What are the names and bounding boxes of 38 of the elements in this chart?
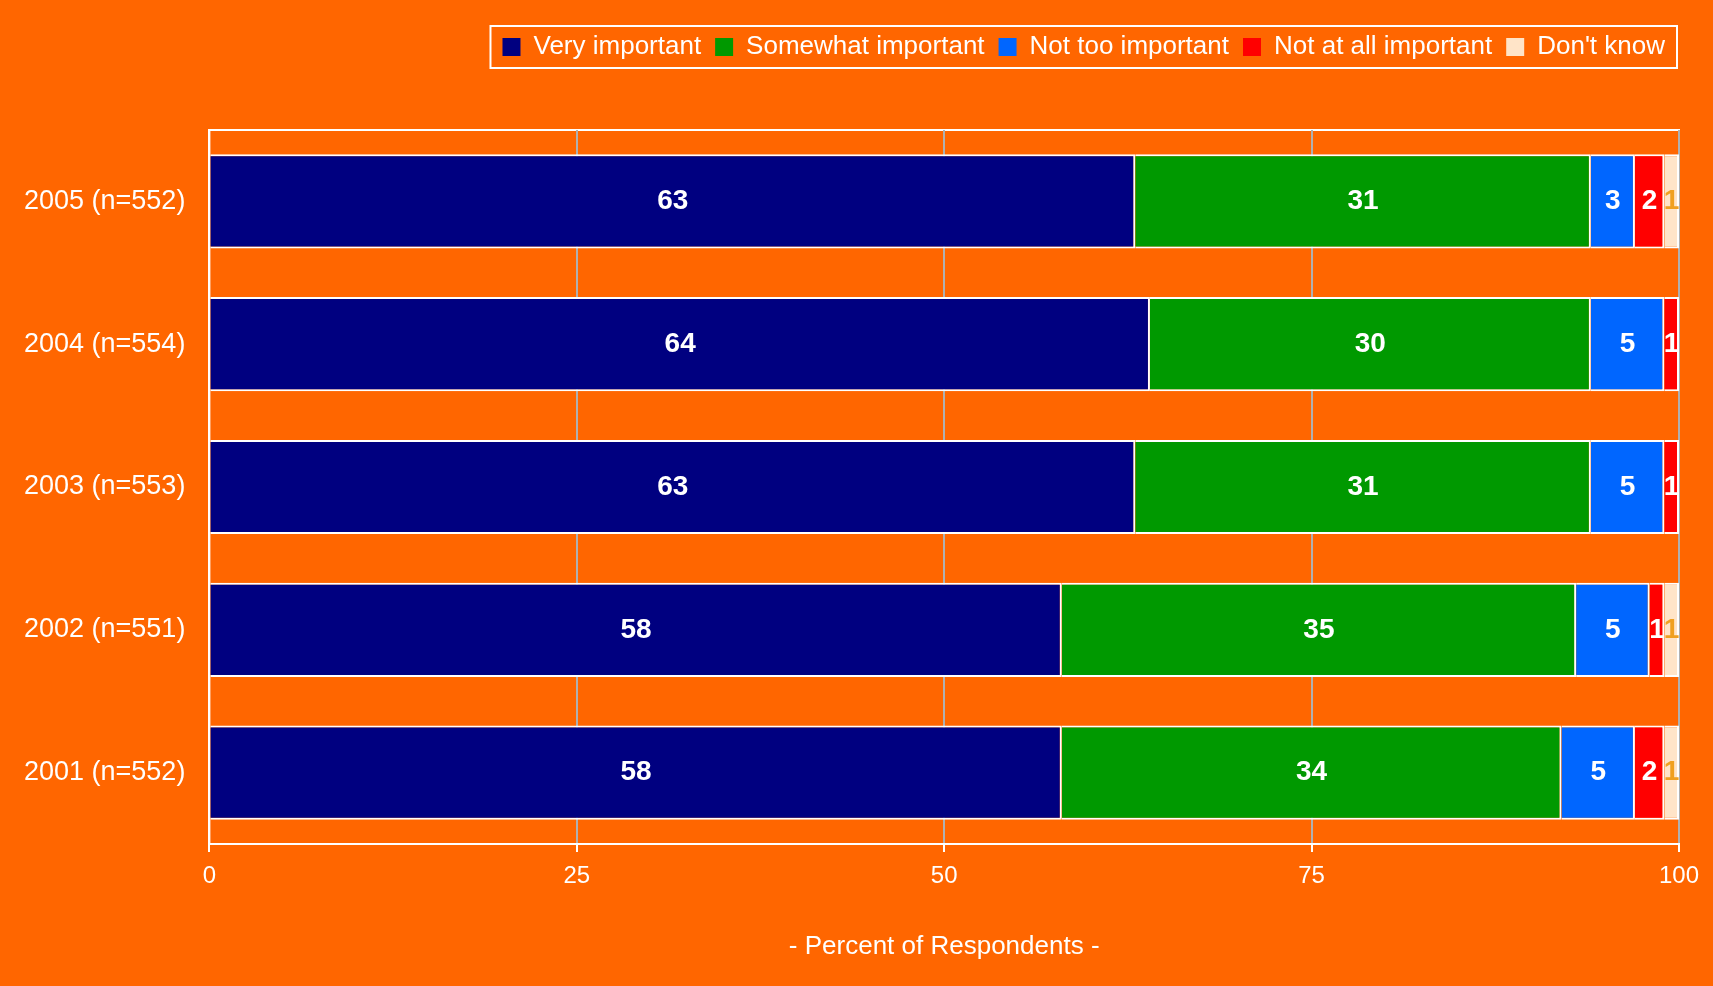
legend-label: Somewhat important — [746, 30, 986, 61]
legend-label: Not at all important — [1273, 30, 1493, 61]
data-label: 58 — [620, 755, 652, 787]
y-tick-label: 2004 (n=554) — [23, 327, 186, 358]
data-label: 58 — [620, 612, 652, 644]
data-label: 1 — [1663, 755, 1680, 787]
data-label: 5 — [1590, 755, 1606, 787]
data-label: 5 — [1619, 326, 1636, 358]
x-axis-title: - Percent of Respondents - — [788, 929, 1100, 960]
legend-label: Not too important — [1029, 30, 1230, 61]
data-label: 2 — [1641, 184, 1658, 216]
data-label: 1 — [1663, 469, 1680, 501]
data-label: 31 — [1347, 184, 1379, 216]
legend-label: Don't know — [1537, 30, 1666, 61]
data-label: 35 — [1303, 612, 1335, 644]
data-label: 3 — [1605, 184, 1621, 216]
data-label: 1 — [1663, 326, 1680, 358]
x-tick-label: 25 — [563, 861, 591, 889]
y-tick-label: 2005 (n=552) — [23, 184, 186, 215]
data-label: 1 — [1663, 612, 1680, 644]
data-label: 1 — [1663, 184, 1680, 216]
data-label: 31 — [1347, 469, 1379, 501]
y-tick-label: 2002 (n=551) — [23, 613, 186, 644]
data-label: 30 — [1354, 326, 1386, 358]
data-label: 63 — [657, 469, 689, 501]
x-tick-label: 100 — [1658, 861, 1700, 889]
y-tick-label: 2003 (n=553) — [23, 470, 186, 501]
data-label: 5 — [1605, 612, 1621, 644]
x-tick-label: 50 — [930, 861, 958, 889]
y-tick-label: 2001 (n=552) — [23, 756, 186, 787]
data-label: 5 — [1619, 469, 1636, 501]
data-label: 63 — [657, 184, 689, 216]
x-tick-label: 0 — [202, 861, 217, 889]
data-label: 64 — [664, 326, 697, 358]
x-tick-label: 75 — [1298, 861, 1325, 889]
data-label: 34 — [1296, 755, 1328, 787]
data-label: 2 — [1641, 755, 1658, 787]
legend-label: Very important — [533, 30, 702, 61]
